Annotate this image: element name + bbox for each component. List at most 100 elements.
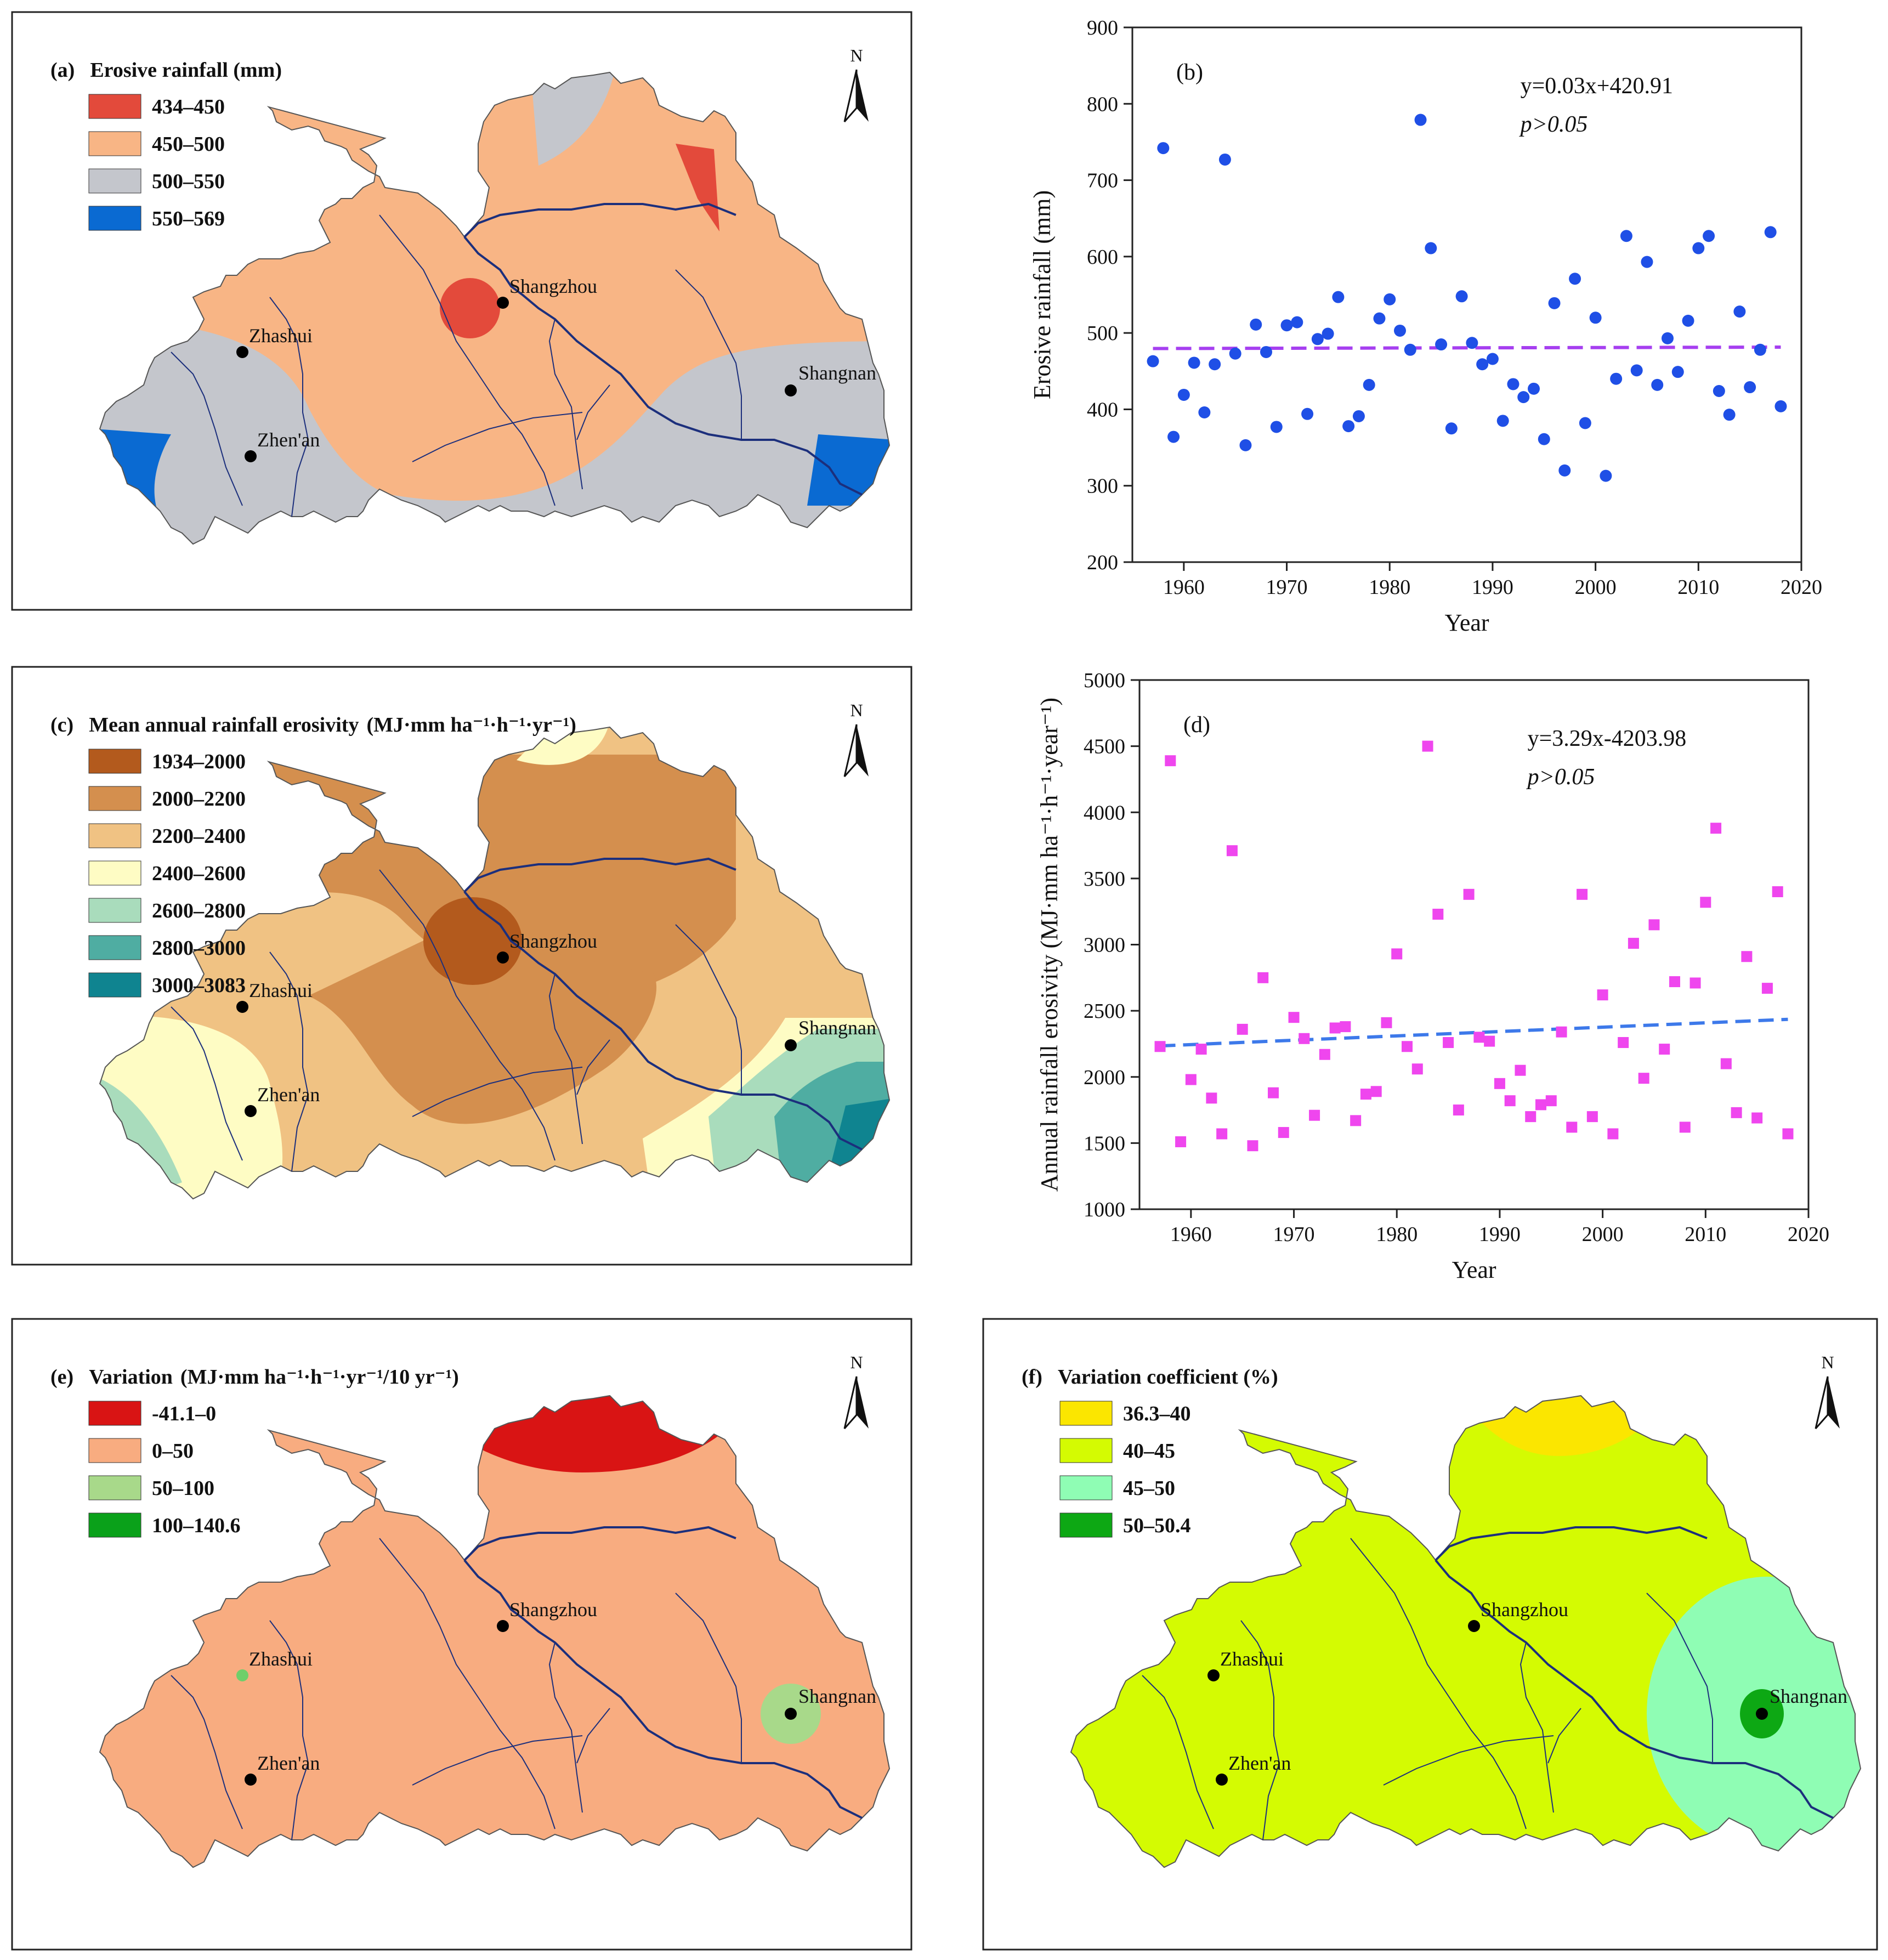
data-point bbox=[1443, 1037, 1454, 1049]
data-point bbox=[1175, 1136, 1187, 1147]
basin-layer: Shangzhou Zhashui Zhen'an Shangnan bbox=[99, 71, 891, 545]
river-line bbox=[675, 269, 742, 440]
map-zone bbox=[390, 341, 889, 544]
map-panel-a: Shangzhou Zhashui Zhen'an Shangnan (a) Erosiv… bbox=[11, 11, 912, 611]
data-point bbox=[1525, 1111, 1537, 1123]
x-tick-label: 2010 bbox=[1685, 1223, 1726, 1246]
data-point bbox=[1517, 391, 1530, 404]
river-line bbox=[463, 1559, 863, 1819]
city-label: Shangnan bbox=[1770, 1685, 1847, 1707]
data-point bbox=[1250, 318, 1262, 331]
data-point bbox=[1237, 1023, 1248, 1035]
map-zone bbox=[308, 930, 657, 1124]
river-line bbox=[1646, 1593, 1713, 1763]
city-label: Shangnan bbox=[798, 1017, 876, 1039]
data-point bbox=[1311, 333, 1324, 345]
data-point bbox=[1167, 430, 1180, 443]
x-tick-label: 2020 bbox=[1788, 1223, 1829, 1246]
city-marker bbox=[497, 297, 509, 309]
data-point bbox=[1662, 332, 1674, 344]
data-point bbox=[1641, 256, 1653, 268]
data-point bbox=[1288, 1012, 1300, 1023]
city-marker bbox=[1756, 1708, 1768, 1720]
y-tick-label: 700 bbox=[1087, 169, 1118, 192]
legend-swatch bbox=[88, 786, 141, 811]
data-point bbox=[1291, 316, 1303, 328]
data-point bbox=[1147, 355, 1159, 367]
data-point bbox=[1299, 1033, 1310, 1044]
data-point bbox=[1402, 1041, 1413, 1052]
legend-unit: (MJ·mm ha⁻¹·h⁻¹·yr⁻¹/10 yr⁻¹) bbox=[180, 1366, 459, 1389]
x-tick-label: 1960 bbox=[1170, 1223, 1212, 1246]
trend-line bbox=[1153, 345, 1781, 350]
data-point bbox=[1703, 230, 1715, 242]
river-line bbox=[171, 352, 243, 506]
map-zone bbox=[100, 319, 390, 544]
north-arrow-icon: N bbox=[843, 1352, 869, 1429]
river-line bbox=[269, 1620, 309, 1840]
y-tick-label: 5000 bbox=[1084, 669, 1125, 692]
river-line bbox=[1547, 1708, 1581, 1764]
legend-label: -41.1–0 bbox=[152, 1402, 216, 1425]
legend-swatch bbox=[88, 749, 141, 774]
north-arrow-outline bbox=[843, 1376, 858, 1429]
north-label: N bbox=[1821, 1352, 1834, 1372]
map-panel-c: Shangzhou Zhashui Zhen'an Shangnan (c) Mean a… bbox=[11, 666, 912, 1266]
city-marker bbox=[236, 1001, 248, 1013]
city-marker bbox=[245, 1105, 257, 1117]
river-line bbox=[1435, 1559, 1834, 1819]
panel-label: (e) bbox=[50, 1366, 73, 1389]
data-point bbox=[1185, 1074, 1197, 1085]
map-zone bbox=[445, 1396, 774, 1472]
data-point bbox=[1618, 1037, 1629, 1049]
city-marker bbox=[1216, 1774, 1228, 1786]
data-point bbox=[1280, 319, 1293, 332]
x-tick-label: 1960 bbox=[1163, 576, 1205, 599]
y-tick-label: 2000 bbox=[1084, 1066, 1125, 1089]
legend-label: 434–450 bbox=[152, 95, 225, 118]
river-line bbox=[412, 412, 583, 462]
river-line bbox=[1435, 1526, 1708, 1561]
data-point bbox=[1538, 433, 1550, 445]
legend-swatch bbox=[1059, 1438, 1113, 1463]
north-arrow-fill bbox=[857, 1376, 869, 1429]
legend-unit: (MJ·mm ha⁻¹·h⁻¹·yr⁻¹) bbox=[366, 713, 576, 737]
significance-label: p>0.05 bbox=[1519, 112, 1588, 137]
legend-label: 550–569 bbox=[152, 207, 225, 230]
data-point bbox=[1473, 1032, 1485, 1043]
data-point bbox=[1301, 407, 1314, 420]
panel-label: (d) bbox=[1183, 712, 1210, 738]
river-line bbox=[269, 297, 309, 517]
data-point bbox=[1268, 1087, 1279, 1098]
river-line bbox=[171, 1006, 243, 1161]
map-zone bbox=[528, 72, 621, 166]
legend-swatch bbox=[88, 898, 141, 923]
x-tick-label: 1990 bbox=[1472, 576, 1513, 599]
north-label: N bbox=[850, 1352, 863, 1372]
north-arrow-outline bbox=[1815, 1376, 1829, 1429]
basin-layer: Shangzhou Zhashui Zhen'an Shangnan bbox=[99, 1395, 891, 1868]
x-axis-label: Year bbox=[1452, 1256, 1496, 1283]
y-tick-label: 300 bbox=[1087, 475, 1118, 498]
river-line bbox=[1383, 1735, 1554, 1786]
data-point bbox=[1741, 951, 1753, 962]
data-point bbox=[1411, 1063, 1423, 1075]
data-point bbox=[1188, 356, 1200, 369]
y-tick-label: 400 bbox=[1087, 398, 1118, 421]
data-point bbox=[1723, 409, 1736, 421]
data-point bbox=[1260, 345, 1272, 358]
data-point bbox=[1638, 1073, 1649, 1084]
basin-boundary bbox=[1070, 1395, 1862, 1868]
data-point bbox=[1216, 1128, 1228, 1140]
y-tick-label: 800 bbox=[1087, 93, 1118, 116]
basin-boundary bbox=[99, 1395, 891, 1868]
data-point bbox=[1363, 378, 1375, 391]
data-point bbox=[1504, 1095, 1516, 1107]
river-line bbox=[171, 1675, 243, 1829]
data-point bbox=[1384, 293, 1396, 305]
data-point bbox=[1710, 823, 1722, 834]
legend-label: 2400–2600 bbox=[152, 862, 246, 885]
data-point bbox=[1257, 972, 1269, 983]
data-point bbox=[1682, 314, 1694, 327]
city-marker bbox=[236, 1669, 248, 1681]
